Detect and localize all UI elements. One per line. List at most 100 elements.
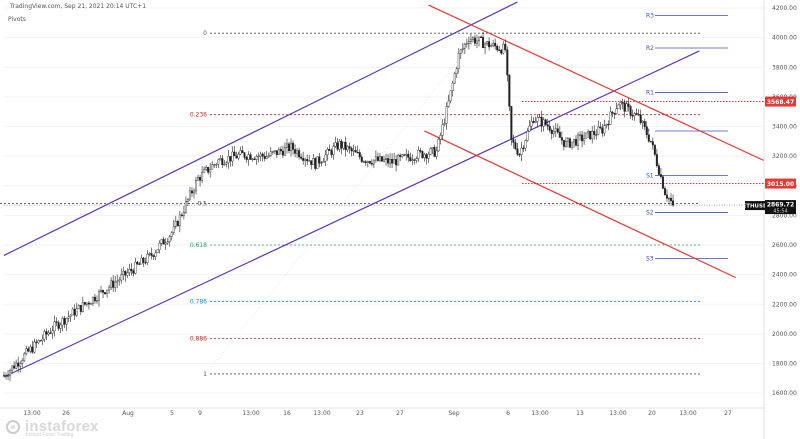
candle — [401, 153, 404, 159]
candle — [267, 152, 270, 159]
candle-body — [649, 140, 652, 143]
candle — [308, 154, 311, 162]
candle — [399, 153, 402, 162]
candle-body — [207, 167, 210, 173]
candle — [514, 138, 517, 151]
price-label-text: 3568.47 — [767, 99, 794, 106]
candle-body — [263, 156, 266, 159]
candle — [482, 31, 485, 49]
candle — [467, 36, 470, 50]
candle — [506, 46, 509, 82]
candle — [665, 189, 668, 202]
candle-body — [213, 164, 216, 166]
x-tick-label: 27 — [724, 410, 732, 417]
candle-body — [486, 41, 489, 45]
candle — [554, 123, 557, 138]
candle-body — [619, 102, 622, 106]
last-price-countdown: 45:54 — [773, 209, 787, 215]
candle — [516, 142, 519, 156]
candle — [340, 139, 343, 155]
candle — [629, 104, 632, 119]
candle — [91, 296, 94, 307]
candle-body — [241, 150, 244, 153]
candle-body — [605, 124, 608, 126]
candle-body — [385, 158, 388, 161]
candle-body — [152, 255, 155, 257]
candle — [253, 156, 256, 161]
candle — [653, 144, 656, 157]
watermark: instaforex — [6, 418, 99, 435]
candle — [124, 270, 127, 282]
candle — [95, 295, 98, 304]
candle — [73, 304, 76, 320]
candle-body — [65, 318, 68, 325]
candle — [649, 140, 652, 143]
candle-body — [663, 188, 666, 196]
candle-body — [314, 158, 317, 169]
fib-level-label: 0.236 — [190, 112, 207, 119]
indicator-name: Pivots — [8, 16, 26, 23]
candle-body — [108, 286, 111, 291]
candle-body — [573, 139, 576, 143]
candle-body — [473, 37, 476, 44]
candle-body — [247, 154, 250, 160]
candle — [566, 137, 569, 148]
candle — [465, 38, 468, 48]
fib-level-label: 1 — [203, 371, 207, 378]
candle-body — [471, 37, 474, 40]
candle — [49, 327, 52, 335]
candle — [75, 302, 78, 317]
candle — [504, 39, 507, 52]
candle-body — [607, 124, 610, 126]
candle — [39, 339, 42, 342]
candle-body — [360, 156, 363, 162]
candle — [176, 219, 179, 227]
descending-channel-line — [428, 4, 765, 162]
candle — [120, 268, 123, 284]
pivot-label: S3 — [646, 255, 654, 262]
candle — [623, 99, 626, 118]
candle-body — [344, 141, 347, 151]
candle-body — [631, 115, 634, 117]
candle-body — [89, 303, 92, 305]
candle — [275, 150, 278, 158]
candle-body — [219, 158, 222, 161]
candle — [463, 42, 466, 54]
candle — [65, 317, 68, 331]
last-price-label: 2869.72 — [767, 202, 794, 209]
candle-body — [526, 131, 529, 141]
candle-body — [659, 174, 662, 177]
candle-body — [334, 142, 337, 147]
candle — [23, 351, 26, 362]
candle-body — [447, 100, 450, 107]
x-tick-label: 26 — [62, 410, 70, 417]
candle-body — [405, 153, 408, 156]
fib-trend-line — [205, 32, 481, 375]
candle-body — [451, 82, 454, 91]
candle-body — [461, 48, 464, 51]
candle-body — [13, 365, 16, 369]
candle-body — [279, 149, 282, 152]
candle — [116, 274, 119, 288]
candle-body — [237, 154, 240, 159]
candle — [207, 166, 210, 175]
y-tick-label: 3400.00 — [772, 124, 797, 131]
candle — [201, 166, 204, 184]
candle — [522, 145, 525, 152]
candle-body — [579, 134, 582, 136]
candle-body — [564, 141, 567, 147]
x-tick-label: Aug — [122, 410, 134, 417]
candle-body — [320, 162, 323, 164]
candle — [348, 142, 351, 154]
candle — [17, 356, 20, 373]
fib-level-label: 0.886 — [190, 335, 207, 342]
candle-body — [231, 151, 234, 162]
candle-body — [651, 141, 654, 146]
candle-body — [332, 146, 335, 155]
candle — [112, 274, 115, 292]
x-tick-label: 20 — [648, 410, 656, 417]
candle-body — [71, 308, 74, 316]
candle-body — [665, 194, 668, 199]
candle-body — [372, 159, 375, 165]
candle — [451, 80, 454, 97]
